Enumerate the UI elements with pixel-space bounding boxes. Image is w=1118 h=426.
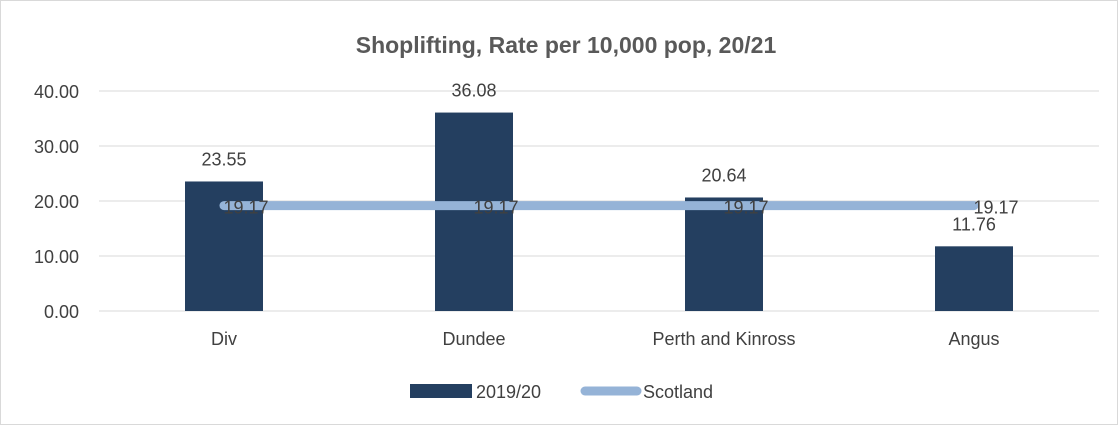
bar-series (185, 112, 1013, 311)
y-tick-label: 20.00 (34, 192, 79, 212)
bar (685, 197, 763, 311)
line-data-label: 19.17 (973, 198, 1018, 218)
x-tick-label: Dundee (442, 329, 505, 349)
x-tick-label: Div (211, 329, 237, 349)
x-axis-tick-labels: Div Dundee Perth and Kinross Angus (211, 329, 1000, 349)
line-data-label: 19.17 (723, 198, 768, 218)
y-tick-label: 0.00 (44, 302, 79, 322)
legend-swatch-bar (410, 384, 472, 398)
y-tick-label: 40.00 (34, 82, 79, 102)
line-data-label: 19.17 (223, 198, 268, 218)
y-tick-label: 30.00 (34, 137, 79, 157)
line-data-label: 19.17 (473, 198, 518, 218)
x-tick-label: Angus (948, 329, 999, 349)
bar (935, 246, 1013, 311)
bar-data-label: 23.55 (201, 149, 246, 169)
chart-title: Shoplifting, Rate per 10,000 pop, 20/21 (356, 32, 777, 58)
bar-data-label: 20.64 (701, 165, 746, 185)
legend-label: 2019/20 (476, 382, 541, 402)
bar-data-label: 11.76 (952, 214, 996, 234)
y-tick-label: 10.00 (34, 247, 79, 267)
y-axis-tick-labels: 0.00 10.00 20.00 30.00 40.00 (34, 82, 79, 322)
x-tick-label: Perth and Kinross (652, 329, 795, 349)
legend-label: Scotland (643, 382, 713, 402)
bar-data-label: 36.08 (451, 81, 496, 101)
gridlines (99, 90, 1099, 312)
bar (435, 112, 513, 311)
legend: 2019/20 Scotland (410, 382, 713, 402)
